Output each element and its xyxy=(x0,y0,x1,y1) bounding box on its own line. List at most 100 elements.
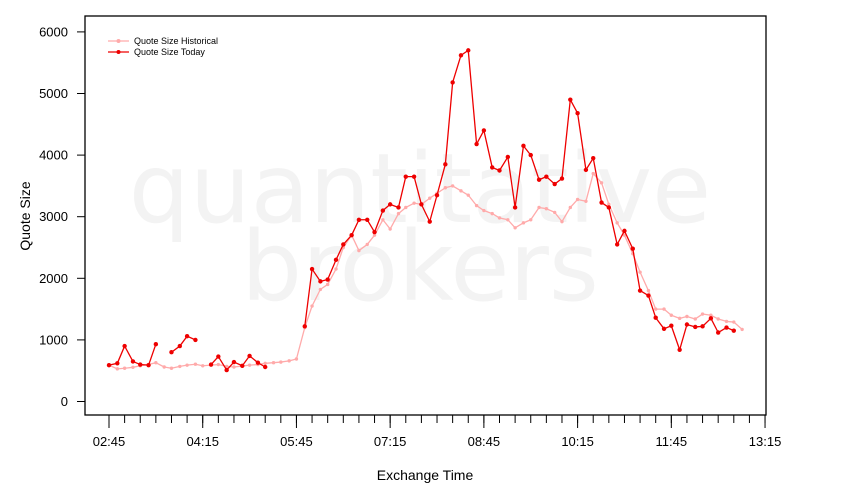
data-point xyxy=(482,208,486,213)
data-point xyxy=(568,205,573,210)
data-point xyxy=(693,317,697,321)
data-point xyxy=(302,324,307,329)
data-point xyxy=(224,364,229,369)
data-point xyxy=(552,181,557,187)
data-point xyxy=(271,360,276,365)
data-point xyxy=(599,200,604,205)
data-point xyxy=(122,343,127,349)
data-point xyxy=(349,232,354,238)
data-point xyxy=(684,322,690,327)
data-point xyxy=(184,334,190,339)
data-point xyxy=(387,202,393,207)
data-point xyxy=(607,202,611,207)
data-point xyxy=(497,168,502,173)
data-point xyxy=(521,143,526,149)
x-tick-label: 13:15 xyxy=(749,434,782,449)
data-point xyxy=(372,233,377,237)
series-1 xyxy=(106,48,736,373)
data-point xyxy=(474,203,479,208)
legend-label-historical: Quote Size Historical xyxy=(134,36,218,46)
data-point xyxy=(428,196,432,200)
data-point xyxy=(403,174,408,179)
data-point xyxy=(638,270,642,274)
x-axis: 02:45 04:15 05:45 07:15 08:45 10:15 11:45 13:15 xyxy=(93,415,782,449)
data-point xyxy=(512,205,518,210)
data-point xyxy=(263,364,268,370)
data-point xyxy=(537,205,541,210)
y-axis: 0 1000 2000 3000 4000 5000 6000 xyxy=(39,24,85,409)
legend-marker-today xyxy=(116,50,121,54)
series-layer xyxy=(106,48,744,373)
data-point xyxy=(193,362,198,366)
data-point xyxy=(490,165,495,170)
y-tick-label: 6000 xyxy=(39,24,68,39)
data-point xyxy=(622,228,627,234)
data-point xyxy=(372,229,377,235)
data-point xyxy=(411,174,417,179)
data-point xyxy=(646,288,651,293)
legend-label-today: Quote Size Today xyxy=(134,47,205,57)
data-point xyxy=(380,208,386,213)
data-point xyxy=(216,354,221,359)
data-point xyxy=(662,307,666,311)
data-point xyxy=(591,155,596,161)
data-point xyxy=(240,363,245,368)
data-point xyxy=(685,314,689,319)
data-point xyxy=(622,233,627,237)
data-point xyxy=(310,304,314,308)
data-point xyxy=(178,364,182,369)
legend-entry-historical: Quote Size Historical xyxy=(108,36,218,46)
data-point xyxy=(708,316,714,321)
data-point xyxy=(122,366,127,370)
data-point xyxy=(153,342,159,347)
data-point xyxy=(497,216,502,220)
data-point xyxy=(334,267,338,271)
data-point xyxy=(700,324,705,329)
data-point xyxy=(356,217,362,222)
data-point xyxy=(599,181,604,185)
data-point xyxy=(536,177,542,182)
series-line xyxy=(108,172,743,370)
data-point xyxy=(443,162,448,167)
legend-marker-historical xyxy=(116,39,121,43)
data-point xyxy=(544,206,549,211)
data-point xyxy=(732,320,736,324)
data-point xyxy=(388,227,392,231)
data-point xyxy=(506,218,510,222)
x-tick-label: 07:15 xyxy=(374,434,407,449)
data-point xyxy=(731,328,736,333)
data-point xyxy=(341,242,346,247)
data-point xyxy=(412,201,416,205)
x-tick-label: 05:45 xyxy=(280,434,313,449)
data-point xyxy=(255,360,261,365)
x-tick-label: 10:15 xyxy=(561,434,594,449)
data-point xyxy=(115,361,120,366)
x-tick-label: 08:45 xyxy=(468,434,501,449)
y-axis-title: Quote Size xyxy=(17,181,33,250)
data-point xyxy=(365,242,369,247)
data-point xyxy=(583,167,589,173)
watermark-line-1: quantitative xyxy=(129,133,711,245)
y-tick-label: 3000 xyxy=(39,209,68,224)
data-point xyxy=(169,366,174,370)
data-point xyxy=(287,359,291,363)
data-point xyxy=(232,365,236,369)
data-point xyxy=(318,279,323,284)
data-point xyxy=(466,48,471,53)
data-point xyxy=(677,316,682,321)
data-point xyxy=(193,337,198,343)
data-point xyxy=(559,176,565,181)
data-point xyxy=(700,312,705,316)
data-point xyxy=(521,221,526,225)
data-point xyxy=(419,202,424,207)
data-point xyxy=(115,367,120,371)
data-point xyxy=(224,367,229,373)
data-point xyxy=(443,186,448,190)
data-point xyxy=(458,53,464,58)
data-point xyxy=(544,174,549,179)
data-point xyxy=(325,277,330,282)
data-point xyxy=(505,154,511,160)
data-point xyxy=(560,219,564,224)
data-point xyxy=(575,197,580,202)
